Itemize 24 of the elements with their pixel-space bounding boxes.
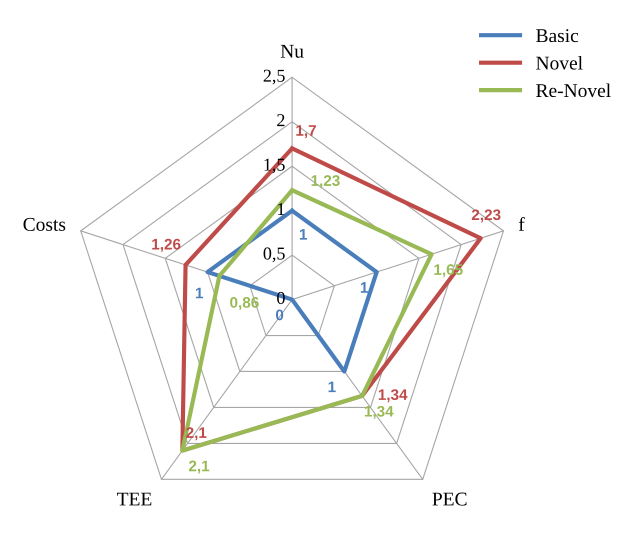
- data-label: 1,7: [296, 125, 316, 138]
- legend-label: Basic: [536, 29, 578, 42]
- data-label: 1: [300, 229, 308, 240]
- spoke-label: Nu: [280, 44, 304, 58]
- data-label: 1: [196, 288, 204, 298]
- spoke-label: Costs: [24, 218, 66, 231]
- data-label: 2,23: [472, 209, 501, 222]
- data-label: 0,86: [230, 296, 259, 310]
- spoke-label: f: [518, 217, 525, 231]
- spoke-label: TEE: [117, 492, 152, 506]
- y-tick-label: 0,5: [264, 247, 285, 262]
- data-label: 1: [328, 382, 336, 392]
- legend-label: Novel: [536, 56, 583, 70]
- data-label: 1,34: [364, 406, 394, 419]
- y-tick-label: 2: [277, 114, 284, 126]
- data-label: 1,23: [312, 175, 340, 188]
- data-label: 1: [360, 282, 368, 293]
- y-tick-label: 1: [278, 203, 284, 215]
- spoke-label: PEC: [432, 492, 466, 506]
- legend-label: Re-Novel: [536, 83, 611, 98]
- data-label: 1,26: [152, 238, 180, 252]
- y-tick-label: 2,5: [264, 70, 285, 84]
- data-label: 2,1: [188, 460, 210, 474]
- data-label: 1,34: [378, 389, 408, 402]
